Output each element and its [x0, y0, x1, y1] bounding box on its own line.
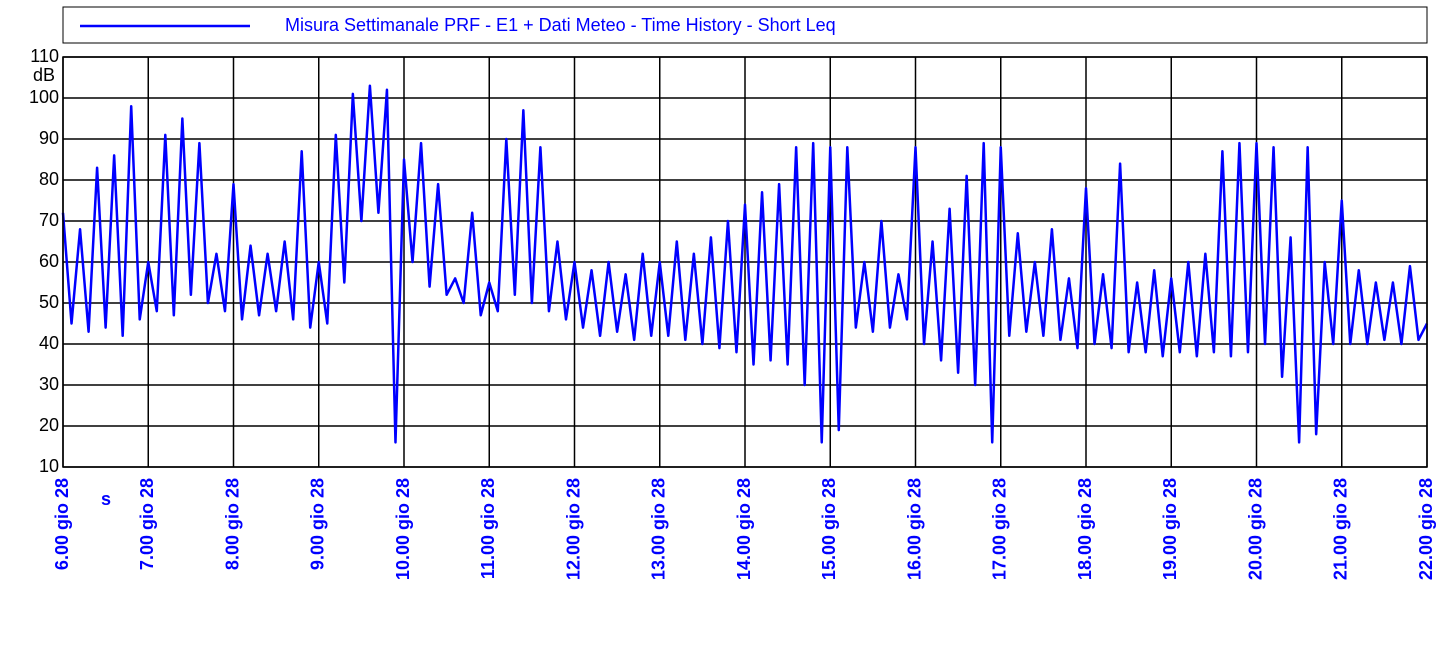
x-tick-label: 14.00 gio 28	[734, 478, 754, 580]
y-tick-label: 10	[39, 456, 59, 476]
y-axis-label: dB	[33, 65, 55, 85]
x-tick-label: 7.00 gio 28	[137, 478, 157, 570]
y-tick-label: 60	[39, 251, 59, 271]
y-tick-label: 70	[39, 210, 59, 230]
x-tick-label: 17.00 gio 28	[990, 478, 1010, 580]
x-tick-label: 9.00 gio 28	[308, 478, 328, 570]
x-tick-label: 8.00 gio 28	[222, 478, 242, 570]
legend-box	[62, 6, 1428, 44]
x-tick-label: 12.00 gio 28	[563, 478, 583, 580]
y-tick-label: 20	[39, 415, 59, 435]
x-tick-label: 15.00 gio 28	[819, 478, 839, 580]
plot-frame	[62, 56, 1428, 468]
y-tick-label: 80	[39, 169, 59, 189]
data-line	[61, 84, 1429, 444]
y-tick-label: 100	[29, 87, 59, 107]
x-tick-label: 6.00 gio 28	[52, 478, 72, 570]
x-axis-label: s	[101, 489, 111, 509]
y-tick-label: 30	[39, 374, 59, 394]
x-tick-label: 22.00 gio 28	[1416, 478, 1436, 580]
y-tick-label: 40	[39, 333, 59, 353]
x-tick-label: 21.00 gio 28	[1331, 478, 1351, 580]
legend-label: Misura Settimanale PRF - E1 + Dati Meteo…	[285, 15, 836, 35]
y-tick-label: 110	[30, 46, 59, 66]
x-tick-label: 19.00 gio 28	[1160, 478, 1180, 580]
x-tick-label: 16.00 gio 28	[904, 478, 924, 580]
y-tick-label: 50	[39, 292, 59, 312]
y-tick-label: 90	[39, 128, 59, 148]
x-tick-label: 18.00 gio 28	[1075, 478, 1095, 580]
x-tick-label: 20.00 gio 28	[1245, 478, 1265, 580]
x-tick-label: 10.00 gio 28	[393, 478, 413, 580]
x-tick-label: 13.00 gio 28	[649, 478, 669, 580]
x-tick-label: 11.00 gio 28	[478, 478, 498, 579]
